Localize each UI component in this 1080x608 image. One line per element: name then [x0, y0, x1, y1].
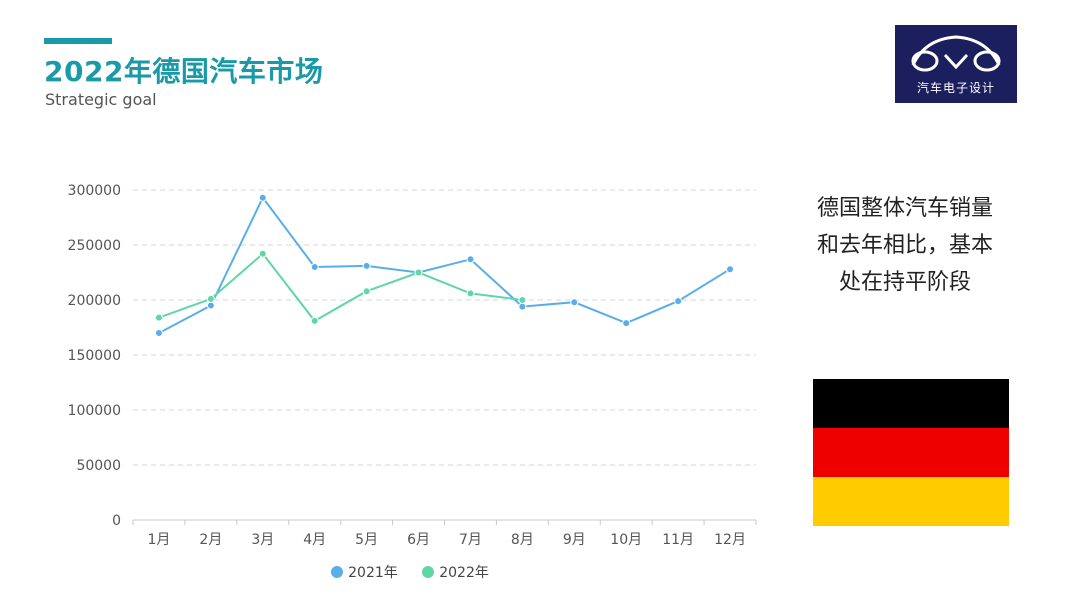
data-point — [362, 261, 371, 270]
y-tick-label: 300000 — [68, 183, 121, 199]
chart-legend: 2021年 2022年 — [0, 562, 820, 582]
data-point — [362, 287, 371, 296]
side-note-line: 处在持平阶段 — [838, 270, 971, 295]
flag-stripe-black — [813, 379, 1009, 428]
data-point — [206, 294, 215, 303]
data-point — [622, 319, 631, 328]
y-tick-label: 0 — [112, 513, 121, 529]
x-tick-label: 8月 — [511, 532, 534, 548]
data-point — [466, 255, 475, 264]
x-tick-label: 10月 — [610, 532, 642, 548]
data-point — [310, 316, 319, 325]
data-point — [726, 265, 735, 274]
legend-dot-2021 — [331, 566, 344, 578]
y-tick-label: 250000 — [68, 238, 121, 254]
side-note-line: 和去年相比，基本 — [816, 233, 993, 258]
x-tick-label: 5月 — [355, 532, 378, 548]
data-point — [570, 298, 579, 307]
x-tick-label: 6月 — [407, 532, 430, 548]
y-tick-label: 50000 — [76, 458, 121, 474]
x-tick-label: 9月 — [563, 532, 586, 548]
data-point — [518, 302, 527, 311]
page-title: 2022年德国汽车市场 — [44, 55, 324, 88]
x-tick-label: 12月 — [714, 532, 746, 548]
side-note-line: 德国整体汽车销量 — [816, 196, 993, 221]
data-point — [154, 329, 163, 337]
x-tick-label: 2月 — [199, 532, 222, 548]
x-tick-label: 1月 — [147, 532, 170, 548]
y-tick-label: 150000 — [68, 348, 121, 364]
line-chart: 0 50000 100000 150000 200000 250000 300000 1月 2月… — [68, 183, 757, 548]
data-point — [674, 297, 683, 306]
legend-label-2022: 2022年 — [439, 565, 489, 581]
data-point — [258, 249, 267, 258]
data-point — [310, 263, 319, 271]
germany-flag — [813, 379, 1009, 526]
data-point — [206, 301, 215, 310]
x-tick-label: 11月 — [662, 532, 694, 548]
side-note: 德国整体汽车销量 和去年相比，基本 处在持平阶段 — [790, 190, 1020, 301]
data-point — [518, 296, 527, 304]
y-tick-label: 200000 — [68, 293, 121, 309]
page-subtitle: Strategic goal — [45, 90, 157, 109]
x-tick-label: 4月 — [303, 532, 326, 548]
series-line-2 — [158, 252, 523, 323]
legend-dot-2022 — [422, 566, 435, 578]
brand-logo: 汽车电子设计 — [895, 25, 1017, 103]
data-point — [154, 313, 163, 322]
x-tick-label: 3月 — [251, 532, 274, 548]
y-tick-label: 100000 — [68, 403, 121, 419]
legend-label-2021: 2021年 — [348, 565, 398, 581]
legend-item-2022[interactable]: 2022年 — [422, 562, 489, 582]
legend-item-2021[interactable]: 2021年 — [331, 562, 398, 582]
flag-stripe-gold — [813, 477, 1009, 526]
data-point — [258, 193, 267, 202]
flag-stripe-red — [813, 428, 1009, 477]
x-tick-label: 7月 — [459, 532, 482, 548]
car-logo-icon — [911, 35, 1001, 72]
data-point — [466, 289, 475, 298]
logo-text: 汽车电子设计 — [916, 81, 995, 95]
series-line-1 — [158, 195, 731, 334]
title-accent-bar — [44, 38, 112, 44]
data-point — [414, 268, 423, 277]
